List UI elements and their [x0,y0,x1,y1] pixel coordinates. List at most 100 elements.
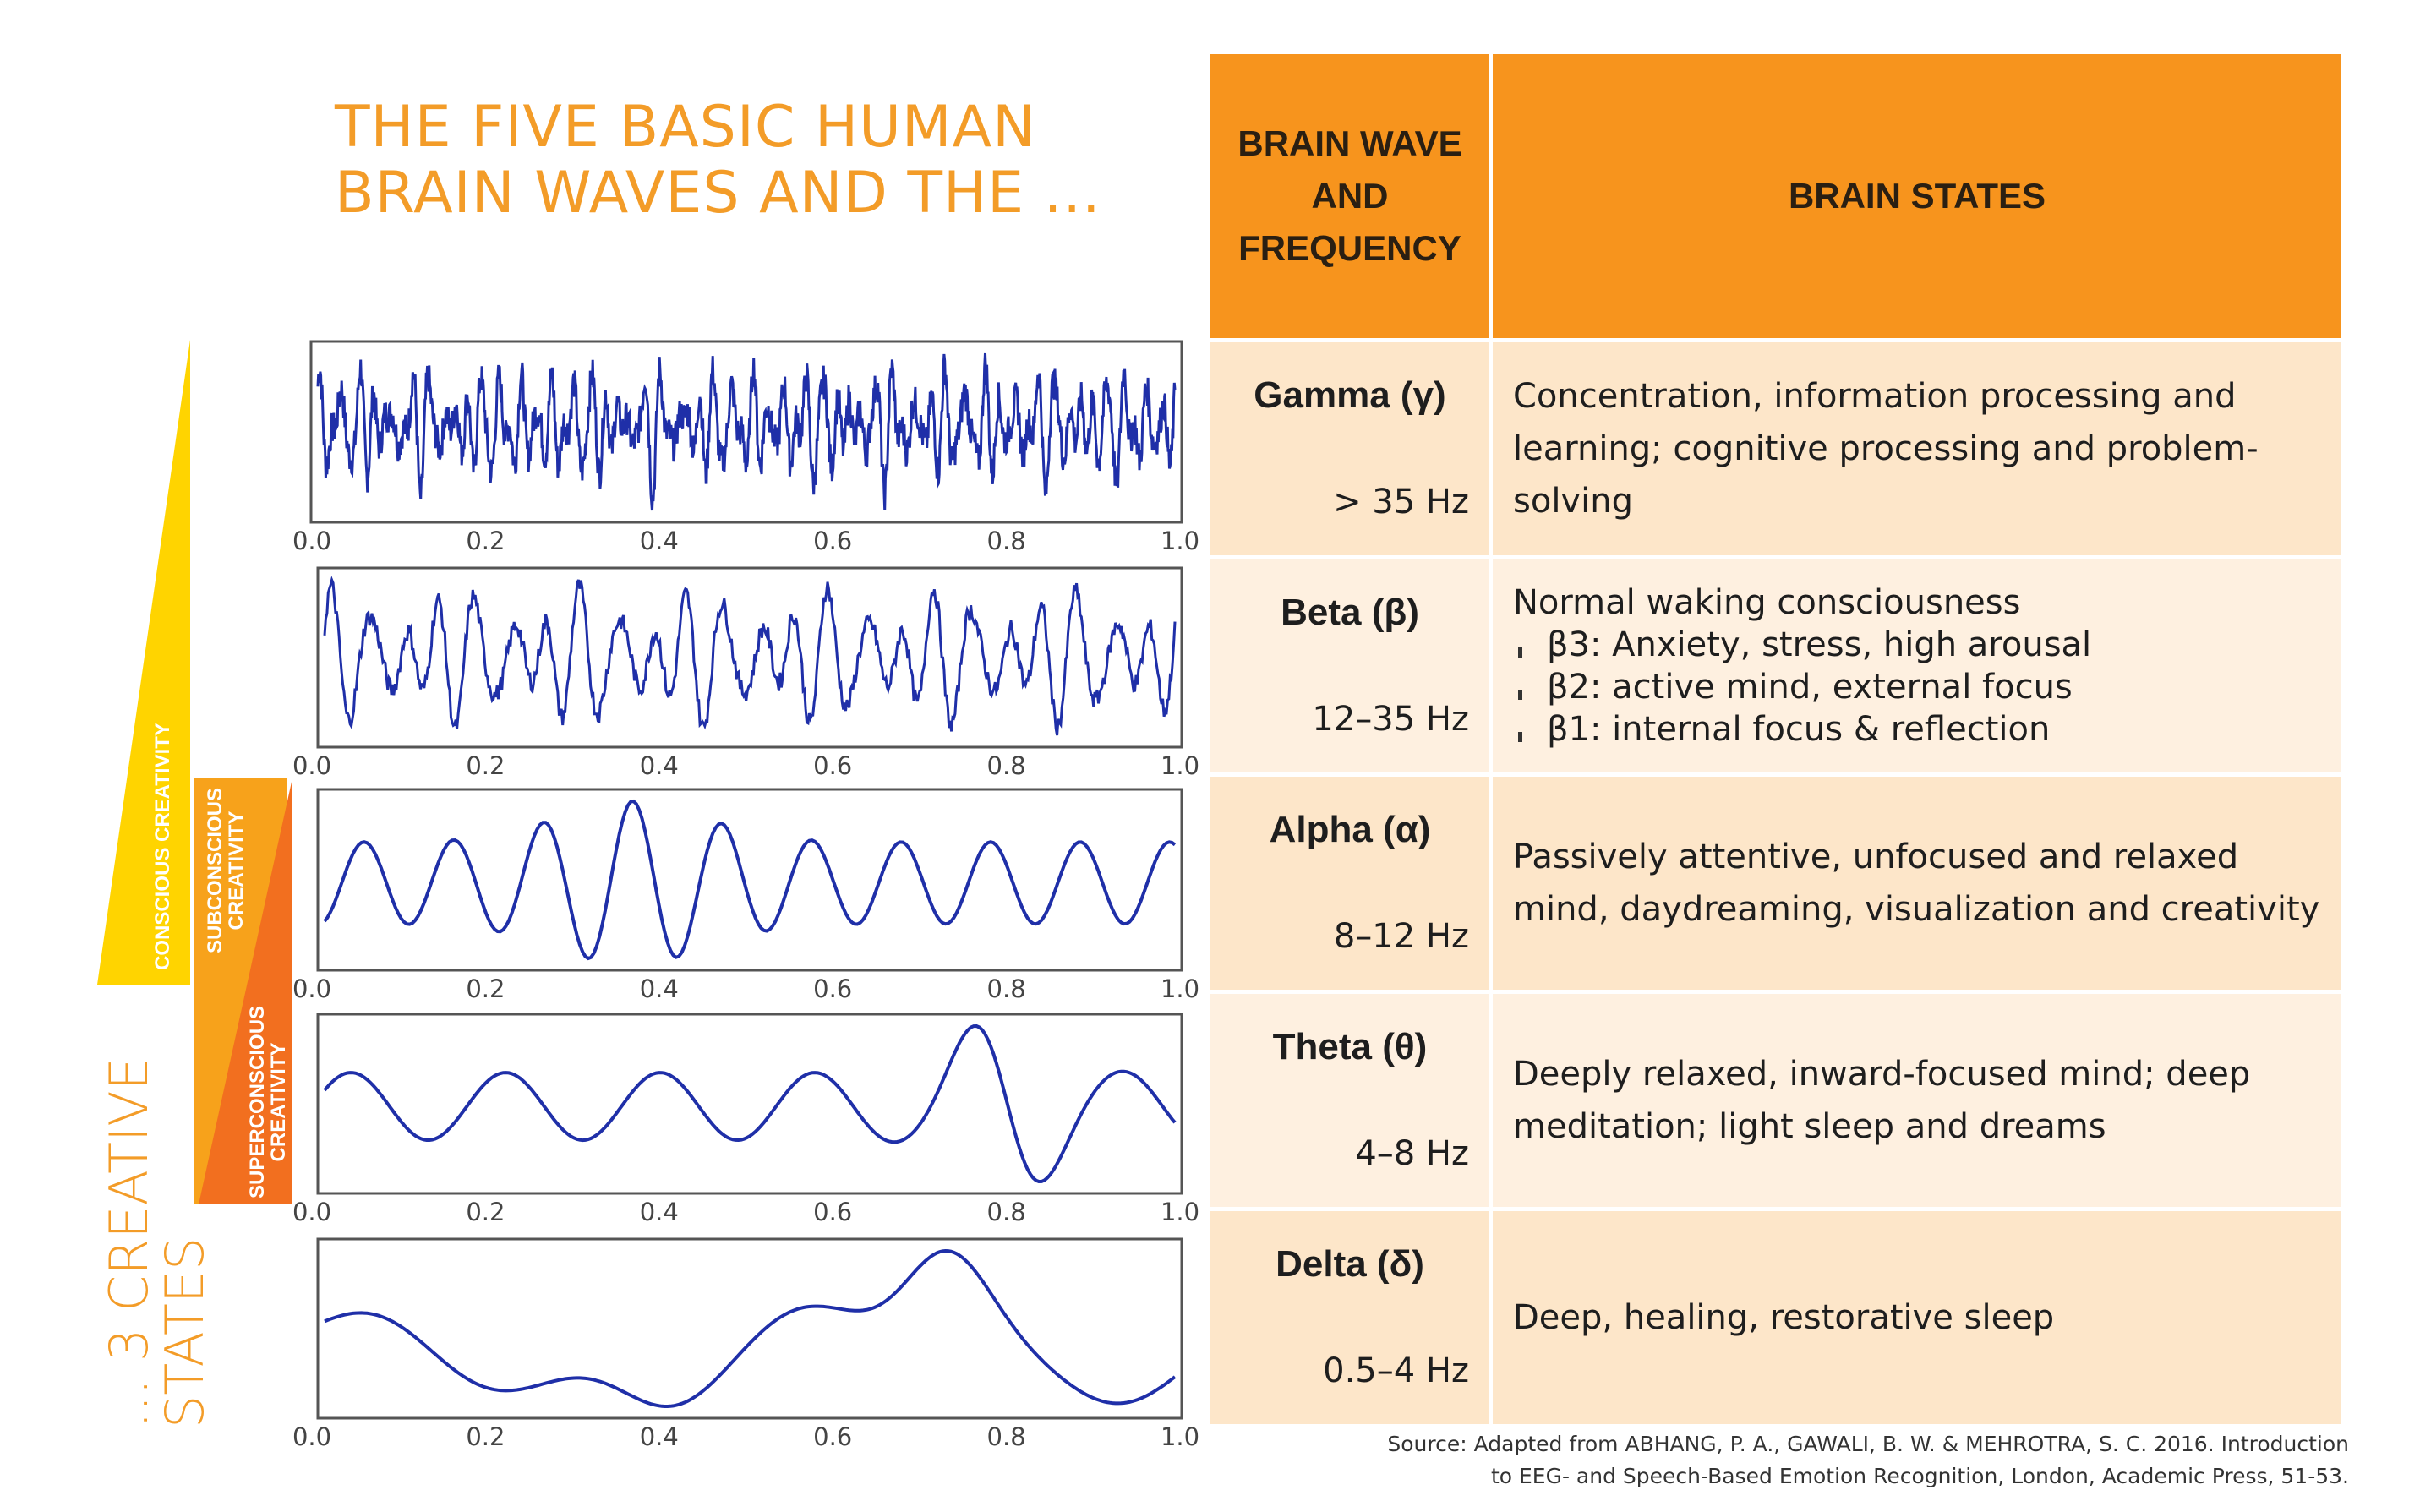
state-line: Passively attentive, unfocused and relax… [1513,838,2239,876]
states-cell: Normal waking consciousness β3: Anxiety,… [1491,555,2341,775]
wave-name: Delta (δ) [1276,1243,1424,1285]
header-left-line-2: AND [1311,176,1389,216]
tick-label: 0.6 [813,527,852,555]
page-title: THE FIVE BASIC HUMAN BRAIN WAVES AND THE… [335,95,1101,227]
wave-frequency: > 35 Hz [1333,483,1469,521]
tick-label: 0.2 [466,1422,505,1451]
wave-cell: Delta (δ) 0.5–4 Hz [1210,1207,1493,1424]
creative-caption-line-2: STATES [154,1236,216,1428]
brain-wave-diagram: 0.0 0.2 0.4 0.6 0.8 1.0 0.0 0.2 0.4 0.6 0.8 1.0 0.0 0… [97,340,1199,1451]
tick-label: 1.0 [1161,1198,1199,1226]
wave-frequency: 4–8 Hz [1355,1134,1469,1173]
tick-label: 0.8 [987,974,1026,1003]
state-line: Deep, healing, restorative sleep [1513,1298,2055,1337]
tick-label: 0.0 [292,751,331,780]
state-bullet: β3: Anxiety, stress, high arousal [1513,624,2341,666]
wave-name: Theta (θ) [1272,1026,1428,1067]
tick-label: 0.2 [466,974,505,1003]
tick-label: 0.8 [987,751,1026,780]
wave-cell: Beta (β) 12–35 Hz [1210,555,1493,775]
states-cell: Passively attentive, unfocused and relax… [1491,772,2341,992]
source-line-2: to EEG- and Speech-Based Emotion Recogni… [1490,1464,2349,1488]
conscious-creativity-triangle [97,340,190,985]
subconscious-creativity-label: SUBCONSCIOUS CREATIVITY [204,787,248,953]
wave-trace-beta [323,576,1177,736]
states-cell: Concentration, information processing an… [1491,338,2341,558]
tick-label: 0.4 [640,974,679,1003]
wave-trace-alpha [323,799,1177,961]
tick-label: 0.8 [987,527,1026,555]
states-cell: Deep, healing, restorative sleep [1491,1207,2341,1424]
tick-label: 0.0 [292,527,331,555]
tick-label: 0.8 [987,1422,1026,1451]
tick-label: 1.0 [1161,751,1199,780]
state-intro: Normal waking consciousness [1513,583,2021,622]
source-line-1: Source: Adapted from ABHANG, P. A., GAWA… [1387,1432,2349,1456]
tick-label: 1.0 [1161,1422,1199,1451]
wave-frequency: 12–35 Hz [1312,700,1469,739]
tick-label: 0.6 [813,751,852,780]
state-line: meditation; light sleep and dreams [1513,1107,2106,1146]
tick-label: 0.0 [292,974,331,1003]
wave-trace-theta [323,1023,1177,1184]
title-line-1: THE FIVE BASIC HUMAN [335,94,1036,161]
wave-panel-beta [316,566,1183,749]
wave-cell: Theta (θ) 4–8 Hz [1210,990,1493,1209]
state-line: learning; cognitive processing and probl… [1513,429,2259,468]
table-header-row: BRAIN WAVE AND FREQUENCY BRAIN STATES [1210,54,2341,341]
brain-wave-table: BRAIN WAVE AND FREQUENCY BRAIN STATES Ga… [1210,54,2341,1424]
tick-label: 0.2 [466,1198,505,1226]
creative-states-caption: ... 3 CREATIVE STATES [98,1057,216,1428]
state-line: Deeply relaxed, inward-focused mind; dee… [1513,1055,2251,1094]
tick-label: 0.6 [813,974,852,1003]
tick-label: 0.0 [292,1422,331,1451]
table-row: Theta (θ) 4–8 Hz Deeply relaxed, inward-… [1210,990,2341,1209]
wave-trace-delta [324,1248,1177,1408]
tick-label: 0.8 [987,1198,1026,1226]
tick-label: 0.6 [813,1422,852,1451]
tick-label: 0.4 [640,1198,679,1226]
state-line: Concentration, information processing an… [1513,377,2237,416]
wave-name: Beta (β) [1281,592,1419,633]
tick-label: 0.0 [292,1198,331,1226]
table-row: Gamma (γ) > 35 Hz Concentration, informa… [1210,338,2341,558]
subconscious-label-line-2: CREATIVITY [225,811,248,931]
wave-name: Gamma (γ) [1254,374,1446,416]
table-row: Alpha (α) 8–12 Hz Passively attentive, u… [1210,772,2341,992]
wave-panel-gamma [309,340,1183,524]
header-left-line-1: BRAIN WAVE [1237,123,1462,163]
table-row: Delta (δ) 0.5–4 Hz Deep, healing, restor… [1210,1207,2341,1424]
wave-panel-delta [316,1237,1183,1420]
header-brain-states: BRAIN STATES [1491,54,2341,341]
superconscious-label-line-1: SUPERCONSCIOUS [246,1005,269,1198]
tick-label: 0.2 [466,527,505,555]
tick-label: 1.0 [1161,527,1199,555]
state-bullet: β1: internal focus & reflection [1513,708,2341,751]
wave-frequency: 8–12 Hz [1333,917,1469,956]
conscious-creativity-label: CONSCIOUS CREATIVITY [151,723,174,970]
wave-frequency: 0.5–4 Hz [1323,1351,1469,1390]
wave-panel-theta [316,1013,1183,1195]
wave-name: Alpha (α) [1269,809,1431,850]
superconscious-creativity-label: SUPERCONSCIOUS CREATIVITY [246,1005,290,1198]
source-citation: Source: Adapted from ABHANG, P. A., GAWA… [1387,1428,2349,1493]
header-brain-wave-frequency: BRAIN WAVE AND FREQUENCY [1210,54,1493,341]
tick-label: 0.6 [813,1198,852,1226]
header-left-line-3: FREQUENCY [1238,228,1461,268]
wave-trace-gamma [316,352,1177,511]
state-line: mind, daydreaming, visualization and cre… [1513,890,2320,929]
tick-label: 0.4 [640,751,679,780]
wave-cell: Alpha (α) 8–12 Hz [1210,772,1493,992]
creative-caption-line-1: ... 3 CREATIVE [98,1057,160,1428]
tick-label: 1.0 [1161,974,1199,1003]
tick-label: 0.4 [640,527,679,555]
states-cell: Deeply relaxed, inward-focused mind; dee… [1491,990,2341,1209]
state-line: solving [1513,482,1633,521]
subconscious-label-line-1: SUBCONSCIOUS [204,787,227,953]
wave-panel-alpha [316,788,1183,972]
wave-cell: Gamma (γ) > 35 Hz [1210,338,1493,558]
table-row: Beta (β) 12–35 Hz Normal waking consciou… [1210,555,2341,775]
tick-label: 0.2 [466,751,505,780]
state-bullet: β2: active mind, external focus [1513,666,2341,708]
superconscious-label-line-2: CREATIVITY [267,1042,290,1162]
